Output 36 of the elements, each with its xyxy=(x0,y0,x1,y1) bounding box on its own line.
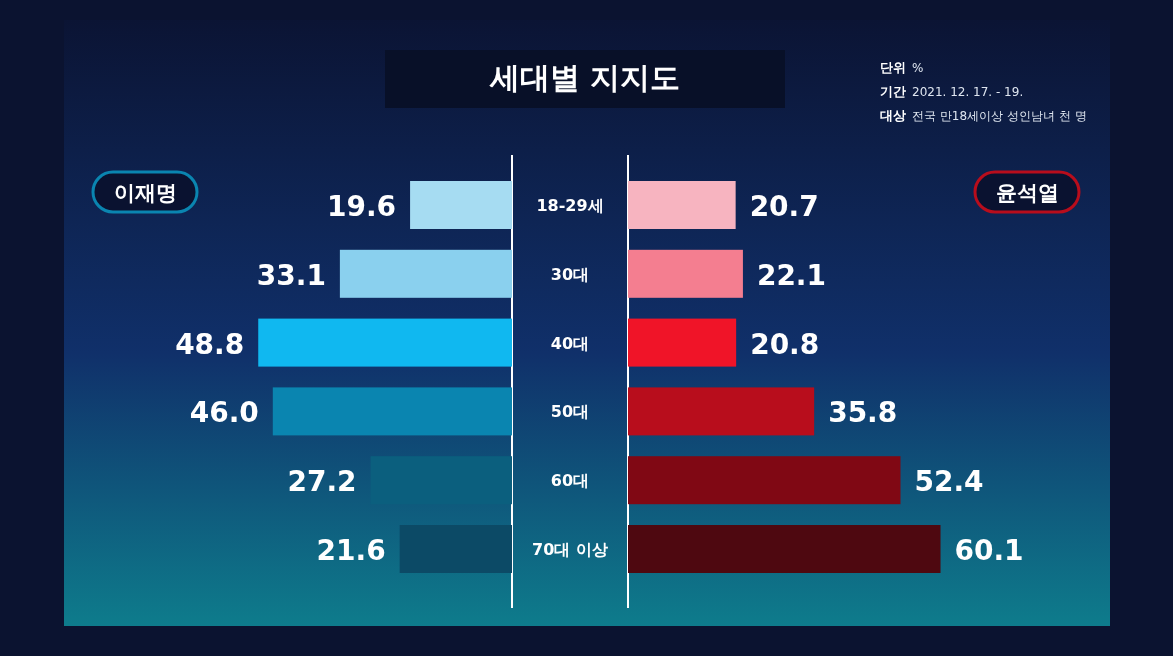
bar xyxy=(272,387,512,436)
data-label: 35.8 xyxy=(828,396,898,430)
data-label: 33.1 xyxy=(256,258,326,292)
data-label: 22.1 xyxy=(756,258,827,292)
bar xyxy=(370,456,512,505)
data-label: 20.7 xyxy=(749,190,819,223)
y-tick-label: 50대 xyxy=(550,402,590,422)
text: 기간 2021. 12. 17. - 19. xyxy=(880,84,1024,99)
y-tick-label: 30대 xyxy=(550,264,590,284)
bar xyxy=(628,249,743,298)
y-tick-label: 60대 xyxy=(550,471,590,491)
bar xyxy=(628,525,941,573)
text: 단위 % xyxy=(880,60,924,75)
data-label: 48.8 xyxy=(175,327,245,361)
y-tick-label: 18-29세 xyxy=(536,196,604,215)
bar xyxy=(628,387,815,436)
bar xyxy=(628,456,901,505)
text: 이재명 xyxy=(113,181,177,205)
data-label: 27.2 xyxy=(287,465,357,499)
y-tick-label: 40대 xyxy=(550,333,590,353)
text: 윤석열 xyxy=(995,181,1059,205)
data-label: 52.4 xyxy=(914,465,984,499)
data-label: 46.0 xyxy=(189,396,259,430)
bar xyxy=(628,181,736,229)
bar xyxy=(628,318,737,367)
y-tick-label: 70대 이상 xyxy=(532,540,608,559)
data-label: 20.8 xyxy=(750,327,820,361)
data-label: 60.1 xyxy=(954,534,1024,567)
bar xyxy=(410,181,512,229)
bar xyxy=(258,318,512,367)
text: 세대별 지지도 xyxy=(488,60,681,95)
text: 대상 전국 만18세이상 성인남녀 천 명 xyxy=(880,108,1087,123)
bar xyxy=(339,249,512,298)
bar xyxy=(399,525,512,573)
data-label: 21.6 xyxy=(316,534,386,567)
data-label: 19.6 xyxy=(326,190,397,223)
